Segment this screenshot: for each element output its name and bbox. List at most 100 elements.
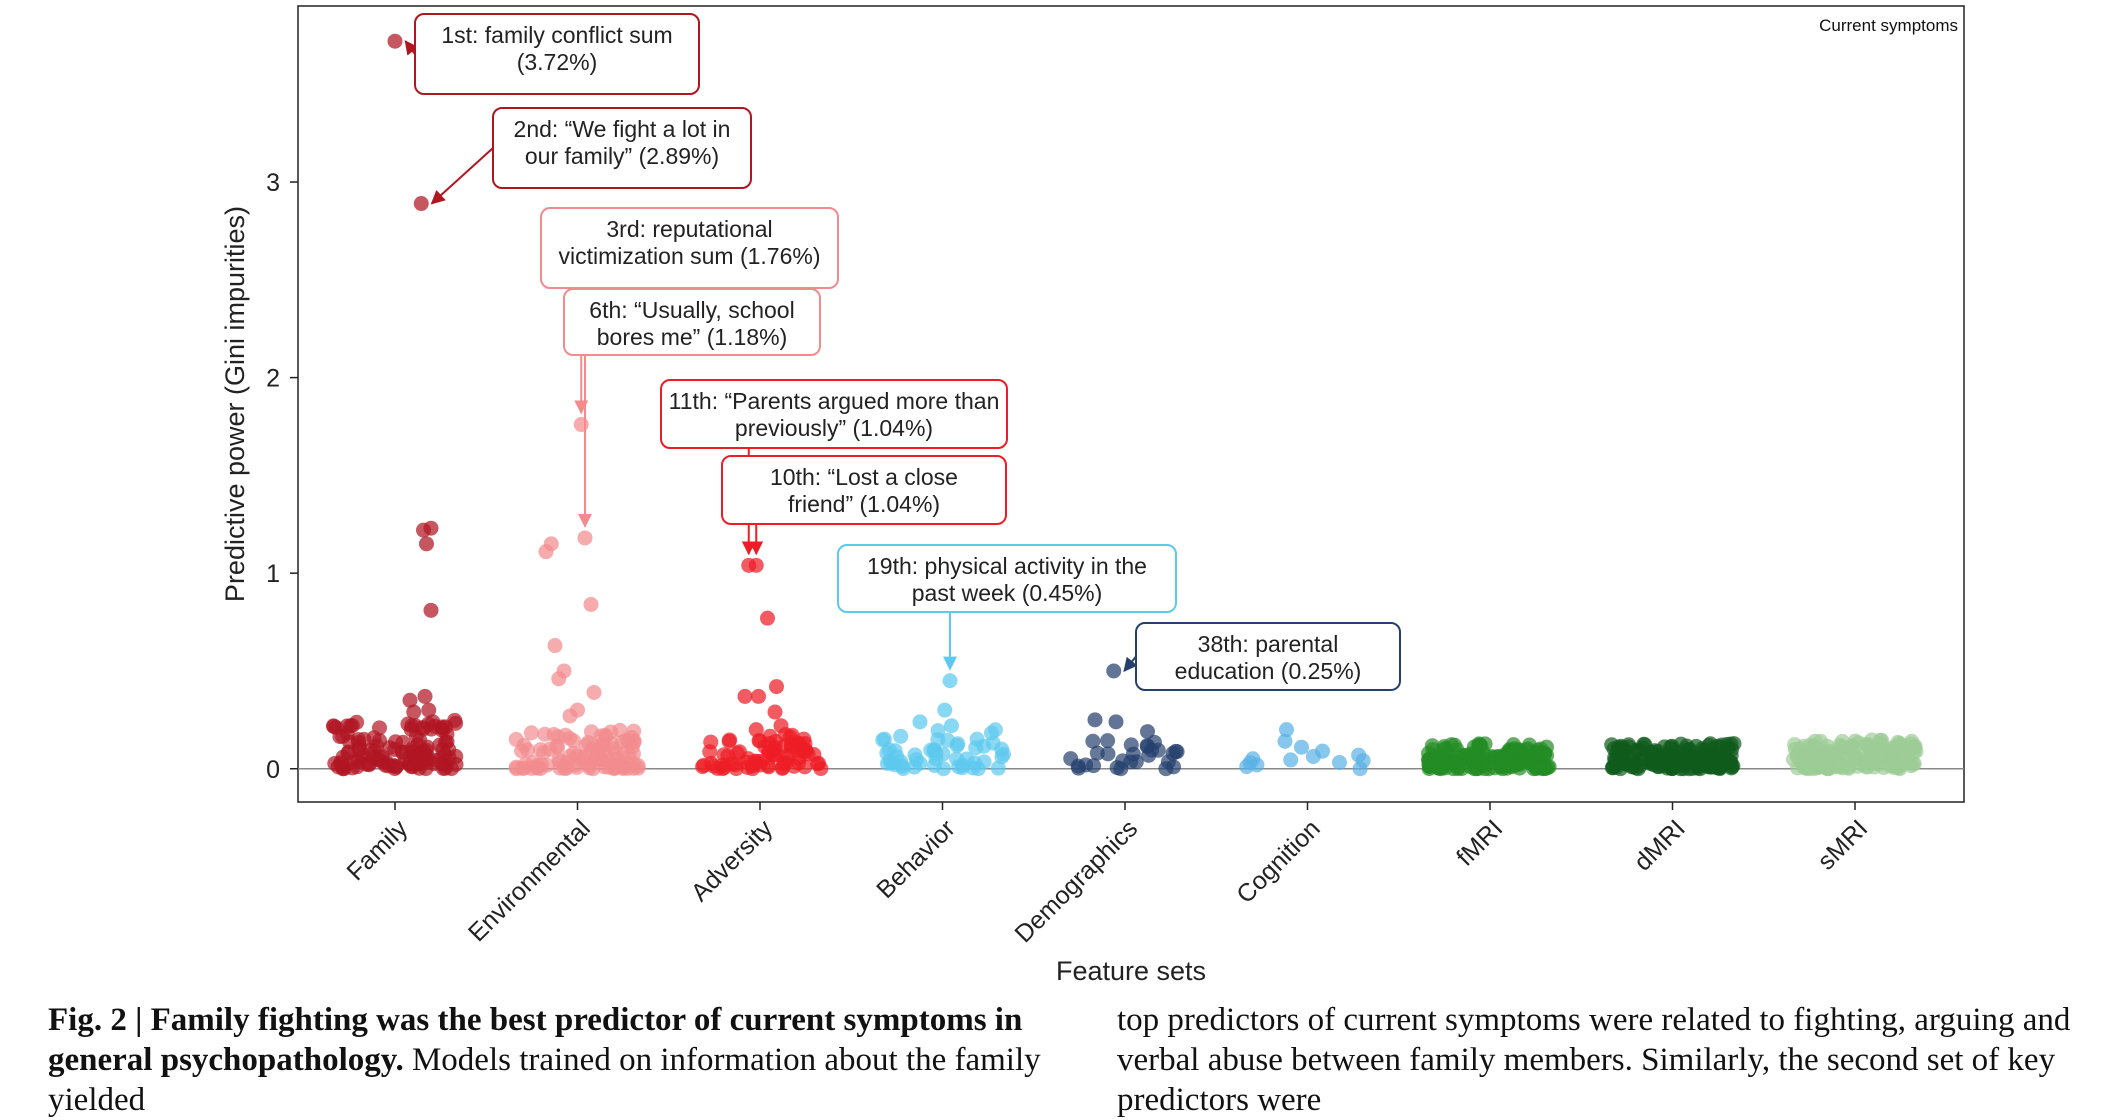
data-point (583, 724, 599, 740)
annotation-label: 1st: family conflict sum (441, 22, 672, 48)
data-point (546, 726, 562, 742)
data-point (408, 728, 424, 744)
data-point (1477, 761, 1493, 777)
data-point (1440, 745, 1456, 761)
data-point (413, 196, 429, 212)
data-point (587, 751, 603, 767)
data-point (782, 729, 798, 745)
data-point (421, 702, 437, 718)
data-point (767, 704, 783, 720)
data-point (1835, 752, 1851, 768)
data-point (547, 638, 563, 654)
data-point (737, 688, 753, 704)
figure-caption-title: Fig. 2 | Family fighting was the best pr… (48, 1002, 1023, 1078)
data-point (760, 610, 775, 626)
data-point (1813, 733, 1829, 749)
data-point (1874, 732, 1890, 748)
data-point (1078, 757, 1094, 773)
data-point (928, 746, 944, 762)
data-point (881, 742, 897, 758)
annotation-label: bores me” (1.18%) (597, 324, 787, 350)
data-point (416, 522, 431, 538)
data-point (1803, 754, 1819, 770)
data-point (406, 704, 422, 720)
data-point (423, 602, 439, 618)
annotation-box (721, 455, 1007, 525)
data-point (1331, 755, 1347, 771)
x-tick-label: Family (341, 814, 413, 886)
y-axis-label: Predictive power (Gini impurities) (220, 206, 250, 602)
chart: 0 1 2 3 Predictive power (Gini impurities) Fa… (220, 5, 1965, 986)
data-point (349, 759, 365, 775)
data-point (395, 744, 411, 760)
data-point (908, 752, 924, 768)
data-point (407, 748, 423, 764)
data-point (722, 732, 738, 748)
data-point (944, 718, 959, 734)
annotation-label: education (0.25%) (1175, 658, 1362, 684)
data-point (811, 755, 827, 771)
data-point (425, 714, 441, 730)
data-point (333, 756, 349, 772)
data-point (1630, 761, 1646, 777)
data-point (912, 714, 928, 730)
data-point (797, 743, 813, 759)
annotation-label: victimization sum (1.76%) (558, 243, 820, 269)
data-point (586, 684, 602, 700)
data-point (1787, 737, 1803, 753)
data-point (1294, 739, 1309, 755)
data-point (1108, 714, 1124, 730)
x-axis-label: Feature sets (1056, 956, 1206, 986)
data-point (1459, 752, 1475, 768)
data-point (1169, 744, 1185, 760)
data-point (437, 734, 453, 750)
data-point (1140, 724, 1155, 740)
data-point (552, 754, 568, 770)
annotation-box (1135, 622, 1401, 691)
data-point (371, 720, 387, 736)
data-point (1849, 758, 1865, 774)
data-point (976, 754, 992, 770)
data-point (577, 530, 593, 546)
data-point (937, 702, 953, 718)
data-point (549, 738, 565, 754)
data-point (751, 688, 766, 704)
y-tick-label: 0 (266, 756, 280, 784)
data-point (728, 761, 744, 777)
data-point (1087, 712, 1103, 728)
data-point (1612, 761, 1628, 777)
data-point (1351, 747, 1367, 763)
data-point (1903, 758, 1919, 774)
annotation-label: 2nd: “We fight a lot in (514, 116, 731, 142)
annotation-label: 38th: parental (1198, 631, 1339, 657)
data-point (781, 749, 797, 765)
data-point (374, 749, 390, 765)
x-tick-label: fMRI (1451, 814, 1508, 871)
data-point (926, 757, 942, 773)
annotation-label: 3rd: reputational (606, 216, 772, 242)
data-point (954, 760, 970, 776)
data-point (443, 761, 459, 777)
data-point (703, 755, 719, 771)
figure-caption-right: top predictors of current symptoms were … (1117, 1002, 2071, 1118)
data-point (583, 596, 599, 612)
data-point (508, 731, 524, 747)
data-point (417, 688, 433, 704)
data-point (774, 761, 790, 777)
data-point (344, 718, 360, 734)
data-point (1085, 733, 1101, 749)
data-point (703, 734, 719, 750)
data-point (1100, 733, 1116, 749)
annotation-label: our family” (2.89%) (525, 143, 719, 169)
data-point (1861, 737, 1877, 753)
data-point (748, 722, 764, 738)
data-point (419, 536, 434, 552)
data-point (1723, 736, 1739, 752)
data-point (624, 729, 640, 745)
data-point (1676, 743, 1692, 759)
data-point (551, 671, 567, 687)
annotation-label: 10th: “Lost a close (770, 464, 958, 490)
data-point (1537, 746, 1553, 762)
data-point (447, 712, 463, 728)
data-point (1106, 663, 1122, 679)
